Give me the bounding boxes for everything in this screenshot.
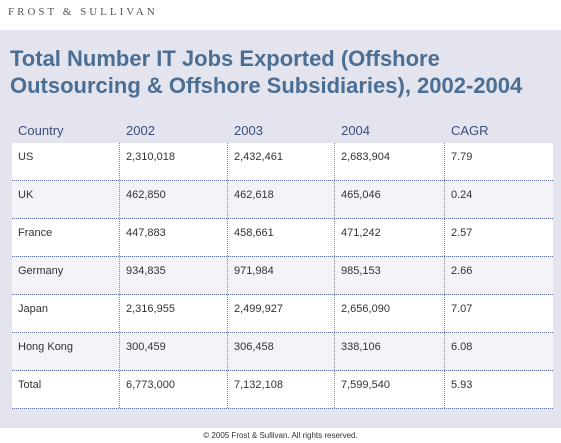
table-cell: 2.57 xyxy=(445,219,553,256)
table-row: Japan 2,316,955 2,499,927 2,656,090 7.07 xyxy=(12,295,553,333)
table-cell: 2,656,090 xyxy=(335,295,445,332)
table-cell: 458,661 xyxy=(228,219,335,256)
table-cell: 300,459 xyxy=(120,333,228,370)
table-cell: 2.66 xyxy=(445,257,553,294)
table-cell: 338,106 xyxy=(335,333,445,370)
table-row: Total 6,773,000 7,132,108 7,599,540 5.93 xyxy=(12,371,553,409)
table-cell: 2,683,904 xyxy=(335,143,445,180)
table: Country 2002 2003 2004 CAGR US 2,310,018 2,432,… xyxy=(12,122,553,409)
column-header: CAGR xyxy=(451,123,489,138)
table-cell: 0.24 xyxy=(445,181,553,218)
title: Total Number IT Jobs Exported (Offshore … xyxy=(10,46,523,98)
table-cell: 465,046 xyxy=(335,181,445,218)
table-cell: 985,153 xyxy=(335,257,445,294)
table-cell: 7.79 xyxy=(445,143,553,180)
table-cell: 6.08 xyxy=(445,333,553,370)
header-row: Country 2002 2003 2004 CAGR xyxy=(12,122,553,143)
brand: FROST & SULLIVAN xyxy=(8,6,158,18)
column-header: 2002 xyxy=(126,123,155,138)
table-cell: 306,458 xyxy=(228,333,335,370)
table-cell: Hong Kong xyxy=(12,333,120,370)
table-cell: 2,310,018 xyxy=(120,143,228,180)
table-cell: Total xyxy=(12,371,120,408)
table-row: Hong Kong 300,459 306,458 338,106 6.08 xyxy=(12,333,553,371)
table-cell: 471,242 xyxy=(335,219,445,256)
table-row: UK 462,850 462,618 465,046 0.24 xyxy=(12,181,553,219)
table-cell: 7,132,108 xyxy=(228,371,335,408)
table-cell: 971,984 xyxy=(228,257,335,294)
table-cell: UK xyxy=(12,181,120,218)
column-header: 2004 xyxy=(341,123,371,138)
footer: © 2005 Frost & Sullivan. All rights rese… xyxy=(203,431,358,440)
table-cell: 2,432,461 xyxy=(228,143,335,180)
table-cell: US xyxy=(12,143,120,180)
table-row: US 2,310,018 2,432,461 2,683,904 7.79 xyxy=(12,143,553,181)
table-cell: 462,618 xyxy=(228,181,335,218)
table-cell: Japan xyxy=(12,295,120,332)
table-cell: 7.07 xyxy=(445,295,553,332)
table-cell: Germany xyxy=(12,257,120,294)
table-cell: 7,599,540 xyxy=(335,371,445,408)
table-cell: 2,316,955 xyxy=(120,295,228,332)
table-row: France 447,883 458,661 471,242 2.57 xyxy=(12,219,553,257)
table-cell: France xyxy=(12,219,120,256)
table-cell: 447,883 xyxy=(120,219,228,256)
column-header: 2003 xyxy=(234,123,263,138)
table-cell: 2,499,927 xyxy=(228,295,335,332)
table-cell: 462,850 xyxy=(120,181,228,218)
table-cell: 934,835 xyxy=(120,257,228,294)
table-row: Germany 934,835 971,984 985,153 2.66 xyxy=(12,257,553,295)
table-cell: 5.93 xyxy=(445,371,553,408)
table-cell: 6,773,000 xyxy=(120,371,228,408)
column-header: Country xyxy=(18,123,64,138)
